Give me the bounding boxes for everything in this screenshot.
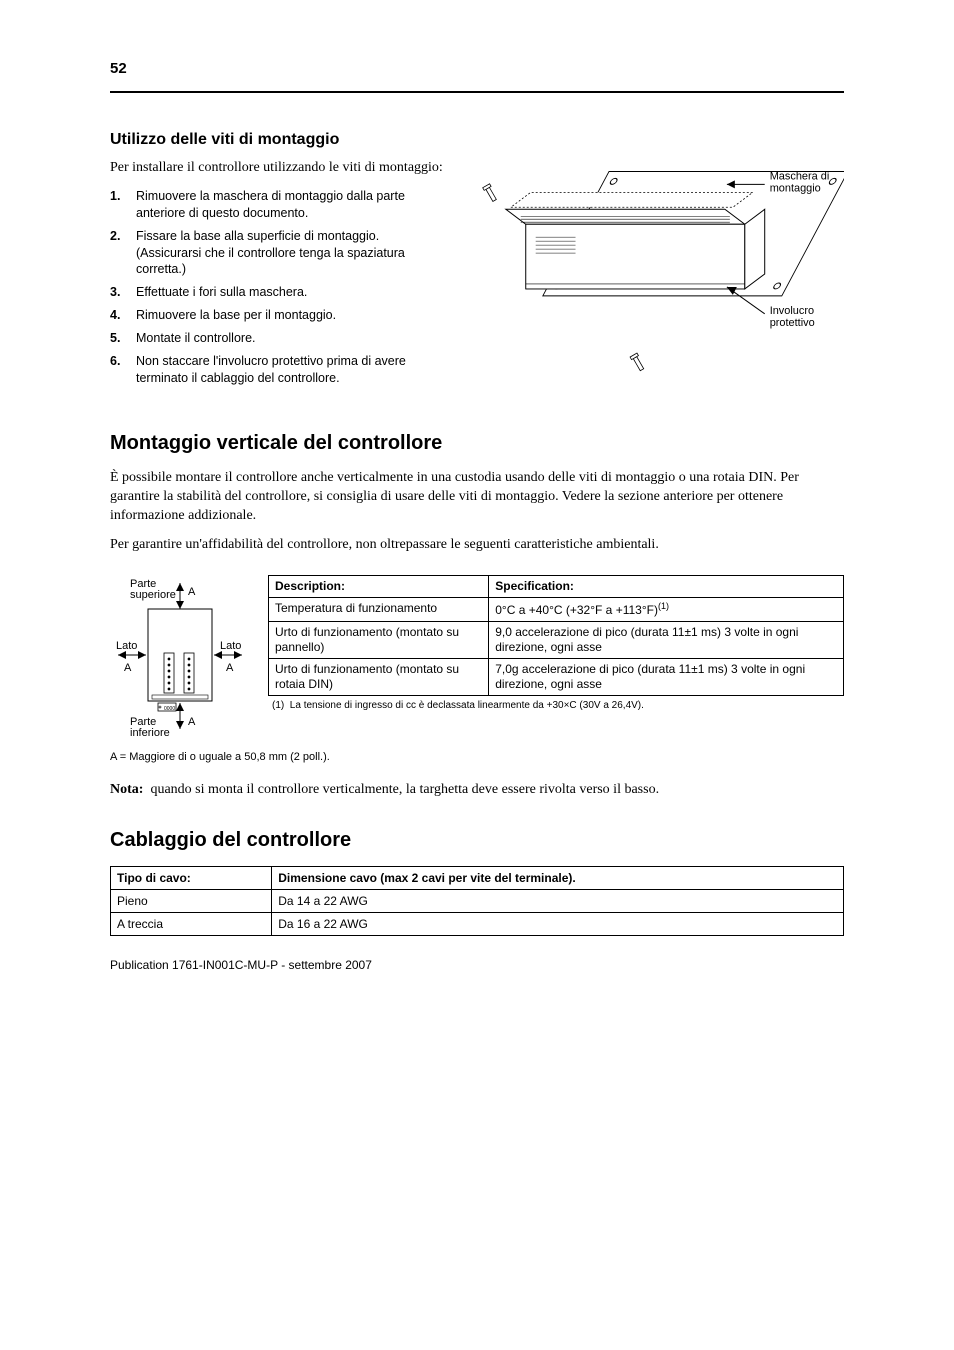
table-row: Urto di funzionamento (montato su pannel…	[269, 621, 844, 658]
clearance-row: Parte superiore A 0000 L	[110, 575, 844, 745]
top-rule	[110, 91, 844, 93]
spec-header-desc: Description:	[269, 575, 489, 597]
page-number: 52	[110, 60, 844, 77]
step-item: 3.Effettuate i fori sulla maschera.	[136, 284, 448, 301]
step-item: 6.Non staccare l'involucro protettivo pr…	[136, 353, 448, 387]
top-label: Parte superiore	[130, 578, 176, 601]
mounting-diagram: Maschera di montaggio Involucro protetti…	[466, 159, 844, 389]
step-item: 1.Rimuovere la maschera di montaggio dal…	[136, 188, 448, 222]
spec-value: 7,0g accelerazione di pico (durata 11±1 …	[489, 658, 844, 695]
subsection-title: Utilizzo delle viti di montaggio	[110, 131, 844, 149]
step-number: 6.	[110, 353, 120, 370]
spec-value: 0°C a +40°C (+32°F a +113°F)(1)	[489, 597, 844, 621]
clearance-caption: A = Maggiore di o uguale a 50,8 mm (2 po…	[110, 751, 844, 763]
section2-title: Montaggio verticale del controllore	[110, 432, 844, 455]
table-row: Urto di funzionamento (montato su rotaia…	[269, 658, 844, 695]
intro-left-col: Per installare il controllore utilizzand…	[110, 159, 448, 394]
table-row: A treccia Da 16 a 22 AWG	[111, 913, 844, 936]
step-text: Rimuovere la maschera di montaggio dalla…	[136, 189, 405, 220]
top-A: A	[188, 586, 196, 598]
step-item: 2.Fissare la base alla superficie di mon…	[136, 228, 448, 279]
step-text: Montate il controllore.	[136, 331, 256, 345]
wire-size: Da 14 a 22 AWG	[272, 890, 844, 913]
bottom-A: A	[188, 716, 196, 728]
steps-list: 1. Rimuovere la maschera di montaggio dal…	[110, 188, 448, 387]
spec-table-wrap: Description: Specification: Temperatura …	[268, 575, 844, 711]
step-number: 2.	[110, 228, 120, 245]
spec-desc: Temperatura di funzionamento	[269, 597, 489, 621]
spec-header-spec: Specification:	[489, 575, 844, 597]
section3-title: Cablaggio del controllore	[110, 829, 844, 852]
step-text: Effettuate i fori sulla maschera.	[136, 285, 307, 299]
spec-value: 9,0 accelerazione di pico (durata 11±1 m…	[489, 621, 844, 658]
step-number: 1.	[110, 188, 120, 205]
note-label: Nota:	[110, 782, 143, 797]
side-right-label: Lato	[220, 640, 241, 652]
wire-type: A treccia	[111, 913, 272, 936]
spec-footnote: (1) La tensione di ingresso di cc è decl…	[268, 700, 844, 711]
step-item: 4.Rimuovere la base per il montaggio.	[136, 307, 448, 324]
table-row: Pieno Da 14 a 22 AWG	[111, 890, 844, 913]
step-text: Rimuovere la base per il montaggio.	[136, 308, 336, 322]
side-left-label: Lato	[116, 640, 137, 652]
note-text: Nota: quando si monta il controllore ver…	[110, 781, 844, 800]
wire-size: Da 16 a 22 AWG	[272, 913, 844, 936]
intro-row: Per installare il controllore utilizzand…	[110, 159, 844, 394]
spec-table: Description: Specification: Temperatura …	[268, 575, 844, 696]
step-text: Non staccare l'involucro protettivo prim…	[136, 354, 406, 385]
publication-line: Publication 1761-IN001C-MU-P - settembre…	[110, 958, 844, 972]
step-number: 5.	[110, 330, 120, 347]
spec-desc: Urto di funzionamento (montato su rotaia…	[269, 658, 489, 695]
section2-para1: È possibile montare il controllore anche…	[110, 469, 844, 526]
section2-para2: Per garantire un'affidabilità del contro…	[110, 536, 844, 555]
step-item: 5.Montate il controllore.	[136, 330, 448, 347]
step-text: Fissare la base alla superficie di monta…	[136, 229, 405, 277]
left-A: A	[124, 662, 132, 674]
spec-desc: Urto di funzionamento (montato su pannel…	[269, 621, 489, 658]
right-A: A	[226, 662, 234, 674]
shroud-label: Involucro protettivo	[769, 305, 816, 329]
table-row: Temperatura di funzionamento 0°C a +40°C…	[269, 597, 844, 621]
step-number: 3.	[110, 284, 120, 301]
wire-table: Tipo di cavo: Dimensione cavo (max 2 cav…	[110, 866, 844, 936]
bottom-label: Parte inferiore	[130, 716, 170, 739]
intro-text: Per installare il controllore utilizzand…	[110, 159, 448, 178]
table-row: Tipo di cavo: Dimensione cavo (max 2 cav…	[111, 867, 844, 890]
clearance-diagram: Parte superiore A 0000 L	[110, 575, 250, 745]
intro-right-col: Maschera di montaggio Involucro protetti…	[466, 159, 844, 394]
wire-type: Pieno	[111, 890, 272, 913]
wire-header-type: Tipo di cavo:	[111, 867, 272, 890]
svg-text:0000: 0000	[164, 706, 175, 712]
template-label: Maschera di montaggio	[769, 170, 832, 194]
table-row: Description: Specification:	[269, 575, 844, 597]
wire-header-size: Dimensione cavo (max 2 cavi per vite del…	[272, 867, 844, 890]
step-number: 4.	[110, 307, 120, 324]
